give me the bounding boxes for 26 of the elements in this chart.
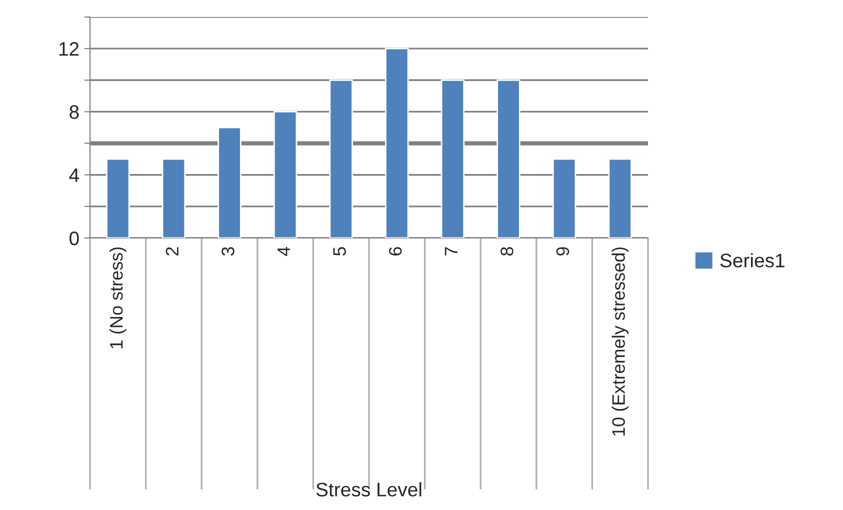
bar <box>608 158 632 238</box>
x-tick-label: 10 (Extremely stressed) <box>612 247 629 436</box>
x-tick-label: 6 <box>388 247 402 256</box>
x-tick-label: 1 (No stress) <box>109 247 126 348</box>
bar <box>385 48 409 238</box>
bar <box>106 158 130 238</box>
legend-label: Series1 <box>720 253 784 268</box>
x-tick-label: 2 <box>166 247 178 256</box>
y-tick-label: 12 <box>59 42 79 56</box>
bar <box>440 79 465 238</box>
x-tick-label: 3 <box>222 247 234 256</box>
bar <box>273 111 298 238</box>
y-tick-label: 4 <box>69 168 80 182</box>
y-tick-label: 8 <box>70 105 79 119</box>
x-tick-label: 8 <box>500 247 514 256</box>
x-tick-label: 7 <box>444 247 458 256</box>
bar <box>218 126 242 238</box>
bar <box>496 79 520 238</box>
y-tick-label: 0 <box>70 231 79 246</box>
x-tick-label: 5 <box>333 247 346 256</box>
x-tick-label: 4 <box>278 246 290 256</box>
x-axis-title: Stress Level <box>316 482 422 496</box>
bar <box>329 79 353 238</box>
bar <box>162 158 186 238</box>
x-tick-label: 9 <box>556 247 570 256</box>
bar <box>552 158 576 238</box>
